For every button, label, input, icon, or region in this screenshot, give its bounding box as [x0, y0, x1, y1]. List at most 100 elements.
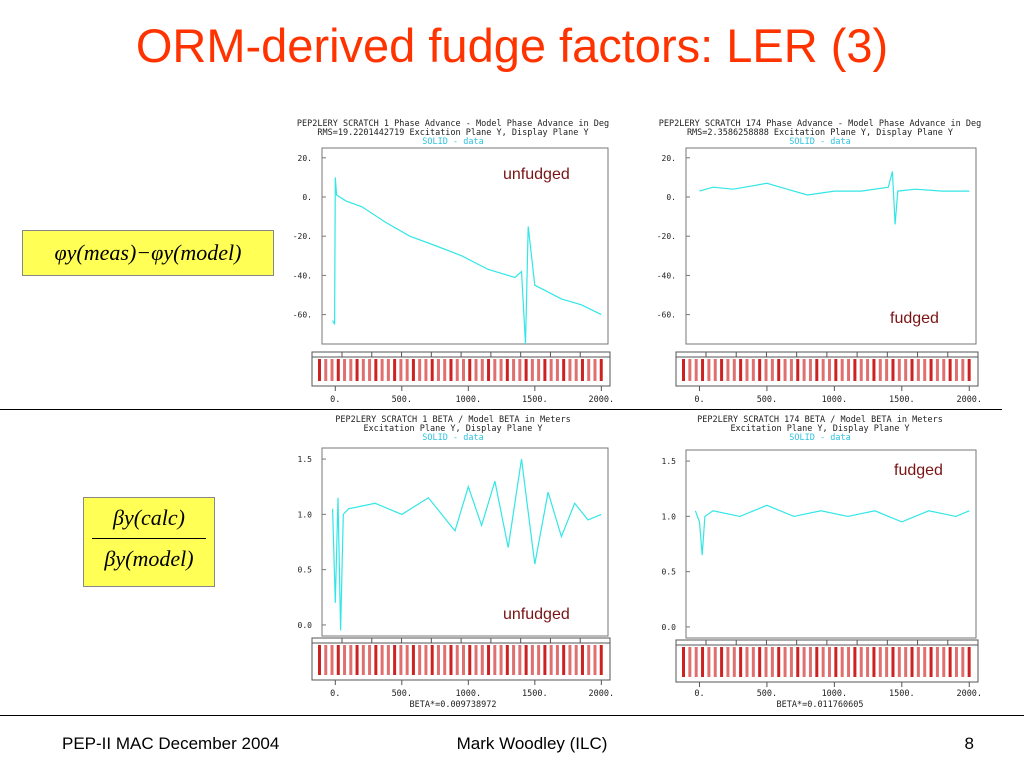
component-label-mark: [593, 645, 597, 675]
component-label-mark: [935, 647, 939, 677]
plot-header-rms: RMS=19.2201442719 Excitation Plane Y, Di…: [317, 128, 588, 138]
component-label-mark: [493, 645, 497, 675]
component-label-mark: [847, 647, 851, 677]
component-label-mark: [574, 359, 578, 381]
component-label-mark: [424, 359, 428, 381]
beta-formula-fraction-bar: [92, 538, 206, 539]
component-label-mark: [443, 359, 447, 381]
component-label-mark: [739, 647, 743, 677]
component-label-mark: [834, 647, 838, 677]
component-label-mark: [474, 359, 478, 381]
component-label-mark: [336, 645, 340, 675]
component-label-mark: [343, 645, 347, 675]
y-tick-label: 1.5: [662, 457, 677, 466]
component-label-mark: [916, 647, 920, 677]
plot-annotation: unfudged: [503, 606, 570, 623]
x-tick-label: 0.: [330, 395, 340, 405]
component-label-mark: [942, 359, 946, 381]
beta-formula-numerator: βy(calc): [112, 505, 185, 530]
component-label-mark: [549, 359, 553, 381]
plot-beta-star: BETA*=0.011760605: [777, 700, 864, 710]
plot-header-rms: Excitation Plane Y, Display Plane Y: [363, 424, 542, 434]
component-label-mark: [430, 359, 434, 381]
component-label-mark: [948, 647, 952, 677]
y-tick-label: -20.: [293, 232, 312, 241]
component-label-mark: [859, 647, 863, 677]
component-label-mark: [783, 647, 787, 677]
x-tick-label: 0.: [330, 689, 340, 699]
plot-header-legend: SOLID - data: [789, 137, 850, 147]
component-label-mark: [682, 647, 685, 677]
data-line: [699, 171, 970, 225]
component-label-mark: [764, 647, 768, 677]
component-label-mark: [834, 359, 838, 381]
y-tick-label: -60.: [657, 311, 676, 320]
component-label-mark: [562, 359, 566, 381]
component-label-mark: [910, 359, 914, 381]
component-label-mark: [393, 645, 397, 675]
component-label-mark: [537, 359, 541, 381]
component-label-mark: [828, 359, 831, 381]
component-label-mark: [418, 645, 422, 675]
component-table: [311, 637, 611, 681]
component-label-mark: [682, 359, 685, 381]
data-line: [694, 504, 970, 556]
plot-svg: PEP2LERY SCRATCH 1 Phase Advance - Model…: [293, 119, 614, 405]
component-label-mark: [318, 645, 321, 675]
component-label-mark: [593, 359, 597, 381]
component-label-mark: [923, 359, 927, 381]
component-label-mark: [853, 359, 857, 381]
x-tick-label: 1000.: [822, 395, 848, 405]
component-label-mark: [961, 647, 965, 677]
component-label-mark: [885, 359, 889, 381]
component-label-mark: [923, 647, 927, 677]
component-label-mark: [783, 359, 787, 381]
footer-page-number: 8: [964, 734, 974, 753]
component-label-mark: [885, 647, 889, 677]
component-label-mark: [808, 359, 812, 381]
plot-svg: PEP2LERY SCRATCH 1 BETA / Model BETA in …: [298, 415, 615, 710]
component-label-mark: [967, 359, 971, 381]
component-label-mark: [720, 647, 724, 677]
component-label-mark: [418, 359, 422, 381]
component-label-mark: [732, 647, 736, 677]
component-label-mark: [910, 647, 914, 677]
component-label-mark: [512, 645, 516, 675]
data-line: [332, 177, 602, 345]
component-label-mark: [374, 359, 378, 381]
component-label-mark: [777, 359, 781, 381]
plot-header-legend: SOLID - data: [422, 137, 483, 147]
y-tick-label: 20.: [298, 154, 312, 163]
component-label-mark: [549, 645, 553, 675]
component-label-mark: [318, 359, 321, 381]
component-label-mark: [688, 359, 692, 381]
y-tick-label: -20.: [657, 232, 676, 241]
plot-annotation: fudged: [894, 462, 943, 479]
component-label-mark: [840, 359, 844, 381]
x-tick-label: 1500.: [889, 395, 915, 405]
plot-header-title: PEP2LERY SCRATCH 174 Phase Advance - Mod…: [659, 119, 981, 129]
component-label-mark: [872, 359, 876, 381]
component-label-mark: [720, 359, 724, 381]
plot-header-legend: SOLID - data: [789, 433, 850, 443]
component-label-mark: [713, 647, 717, 677]
component-label-mark: [343, 359, 347, 381]
plot-phase-unfudged: PEP2LERY SCRATCH 1 Phase Advance - Model…: [278, 116, 628, 408]
slide-title: ORM-derived fudge factors: LER (3): [135, 19, 889, 72]
component-label-mark: [967, 647, 971, 677]
data-line: [332, 459, 602, 631]
x-tick-label: 2000.: [956, 689, 982, 699]
component-label-mark: [355, 645, 359, 675]
x-tick-label: 1000.: [822, 689, 848, 699]
plot-axes-frame: [685, 449, 977, 639]
component-label-mark: [891, 647, 895, 677]
x-tick-label: 1000.: [456, 689, 482, 699]
component-label-mark: [961, 359, 965, 381]
component-label-mark: [929, 359, 933, 381]
component-label-mark: [399, 359, 403, 381]
component-label-mark: [555, 645, 559, 675]
component-label-mark: [935, 359, 939, 381]
component-label-mark: [859, 359, 863, 381]
component-label-mark: [386, 645, 390, 675]
component-label-mark: [707, 359, 711, 381]
